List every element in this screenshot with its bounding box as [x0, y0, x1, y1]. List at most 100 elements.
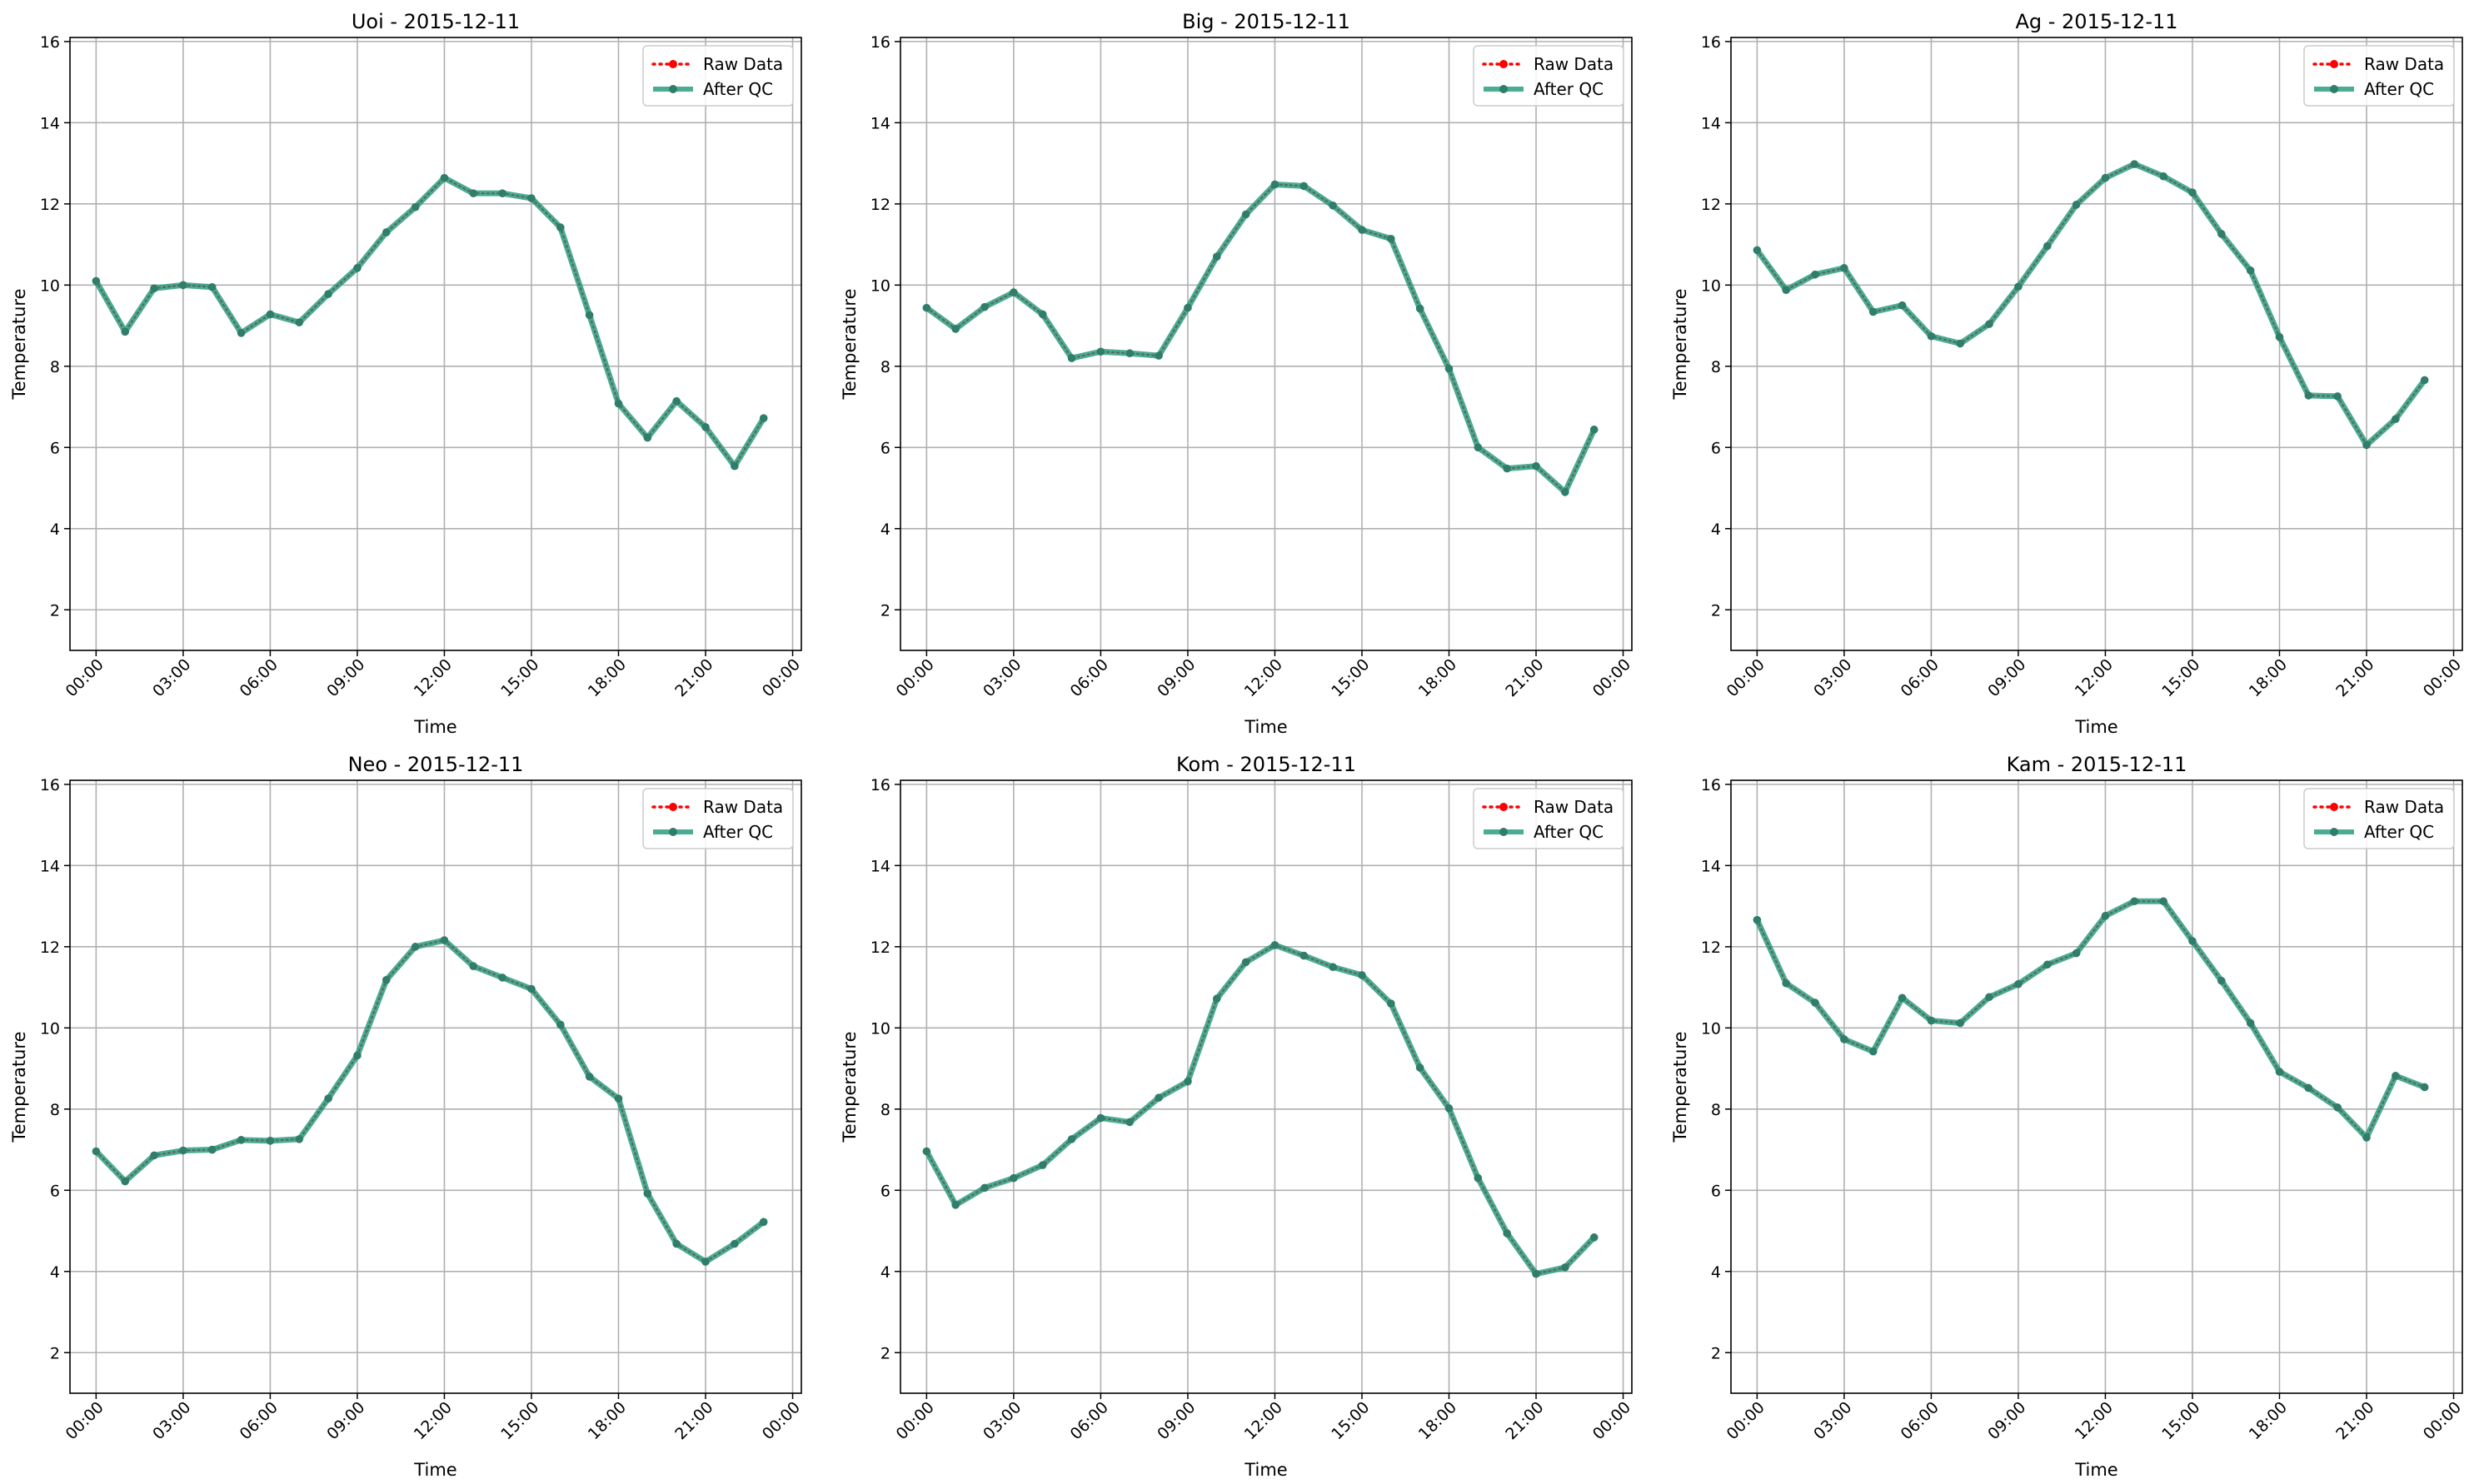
y-tick-label: 2: [880, 601, 890, 620]
y-tick-label: 14: [1701, 857, 1721, 875]
legend-marker-after-qc: [2330, 85, 2338, 93]
x-tick-label: 09:00: [323, 1398, 368, 1443]
legend-label-raw-data: Raw Data: [703, 54, 783, 74]
data-point: [2275, 332, 2284, 341]
x-tick-label: 03:00: [1810, 1398, 1855, 1443]
x-tick-label: 00:00: [1723, 655, 1768, 700]
y-tick-label: 2: [50, 601, 60, 620]
y-axis-label: Temperature: [840, 288, 860, 400]
x-tick-label: 09:00: [1984, 655, 2029, 700]
x-tick-label: 21:00: [1502, 655, 1547, 700]
data-point: [207, 1145, 217, 1154]
data-point: [1415, 304, 1424, 313]
data-point: [1840, 1035, 1848, 1043]
y-axis-label: Temperature: [1670, 288, 1690, 400]
data-point: [1956, 1018, 1965, 1028]
data-point: [1299, 182, 1309, 191]
data-point: [2043, 242, 2052, 251]
data-point: [498, 189, 506, 197]
y-axis-label: Temperature: [840, 1031, 860, 1143]
x-tick-label: 06:00: [237, 655, 282, 700]
y-tick-label: 6: [1711, 1182, 1721, 1200]
x-tick-label: 15:00: [497, 655, 542, 700]
legend: Raw Data After QC: [642, 45, 794, 107]
x-axis-label: Time: [2074, 717, 2117, 737]
y-tick-label: 4: [880, 520, 890, 539]
legend-marker-raw-data: [669, 803, 677, 811]
data-point: [922, 303, 931, 312]
y-tick-label: 10: [1701, 276, 1721, 295]
data-point: [1474, 443, 1483, 452]
y-tick-label: 8: [50, 1101, 60, 1119]
x-axis-label: Time: [2074, 1460, 2117, 1480]
legend-marker-after-qc: [669, 85, 677, 93]
data-point: [1811, 270, 1819, 279]
data-point: [150, 284, 158, 293]
x-tick-label: 12:00: [2072, 655, 2117, 700]
y-tick-label: 14: [870, 857, 890, 875]
x-tick-label: 00:00: [1723, 1398, 1768, 1443]
data-point: [1270, 941, 1279, 949]
data-point: [585, 311, 594, 320]
data-point: [1589, 1233, 1599, 1242]
legend: Raw Data After QC: [642, 788, 794, 849]
data-point: [266, 1137, 275, 1145]
legend-label-after-qc: After QC: [2364, 822, 2434, 842]
x-tick-label: 00:00: [62, 655, 107, 700]
x-tick-label: 00:00: [893, 655, 938, 700]
y-tick-label: 12: [1701, 196, 1721, 214]
y-tick-label: 8: [50, 358, 60, 376]
data-point: [2217, 976, 2226, 985]
x-tick-label: 21:00: [2332, 655, 2377, 700]
data-point: [469, 189, 478, 197]
data-point: [951, 1201, 960, 1209]
data-point: [1811, 998, 1819, 1007]
data-point: [1096, 347, 1105, 356]
y-tick-label: 14: [40, 114, 60, 132]
data-point: [2014, 979, 2023, 989]
y-tick-label: 6: [880, 1182, 890, 1200]
data-point: [2304, 391, 2313, 400]
legend-marker-raw-data: [1499, 60, 1508, 68]
chart-svg: Uoi - 2015-12-11 2 4 6 8 10 12 14 16 00:00 03:00 06…: [9, 10, 804, 737]
x-tick-label: 21:00: [671, 1398, 716, 1443]
data-point: [1212, 252, 1221, 261]
data-point: [701, 423, 710, 431]
x-tick-label: 03:00: [149, 655, 194, 700]
chart-svg: Big - 2015-12-11 2 4 6 8 10 12 14 16 00:00 03:00 06…: [840, 10, 1634, 737]
data-point: [1010, 1173, 1018, 1183]
y-axis-label: Temperature: [1670, 1031, 1690, 1143]
x-tick-label: 00:00: [759, 1398, 804, 1443]
y-tick-label: 4: [50, 1263, 60, 1282]
data-point: [527, 984, 536, 993]
data-point: [179, 1146, 187, 1155]
legend-label-after-qc: After QC: [703, 79, 773, 99]
data-point: [556, 1020, 565, 1029]
data-point: [498, 974, 506, 982]
y-tick-label: 10: [40, 276, 60, 295]
x-tick-label: 12:00: [2072, 1398, 2117, 1443]
y-tick-label: 16: [1701, 33, 1721, 52]
x-tick-label: 12:00: [1241, 1398, 1286, 1443]
data-point: [1927, 331, 1936, 341]
y-tick-label: 14: [40, 857, 60, 875]
x-tick-label: 09:00: [1984, 1398, 2029, 1443]
x-tick-label: 18:00: [585, 1398, 630, 1443]
series-line-after-qc: [92, 937, 767, 1265]
data-point: [1241, 958, 1250, 967]
data-point: [1358, 226, 1366, 234]
data-point: [951, 325, 960, 333]
data-point: [672, 396, 681, 406]
data-point: [2188, 937, 2197, 945]
y-tick-label: 12: [870, 196, 890, 214]
y-tick-label: 16: [870, 33, 890, 52]
data-point: [1532, 461, 1540, 471]
chart-svg: Kam - 2015-12-11 2 4 6 8 10 12 14 16 00:00 03:00 06…: [1670, 753, 2465, 1480]
data-point: [2275, 1068, 2284, 1076]
y-tick-label: 14: [870, 114, 890, 132]
legend-marker-after-qc: [1499, 85, 1508, 93]
data-point: [1503, 1229, 1511, 1237]
data-point: [1868, 1047, 1878, 1056]
legend-marker-raw-data: [2330, 60, 2338, 68]
data-point: [2217, 230, 2226, 238]
